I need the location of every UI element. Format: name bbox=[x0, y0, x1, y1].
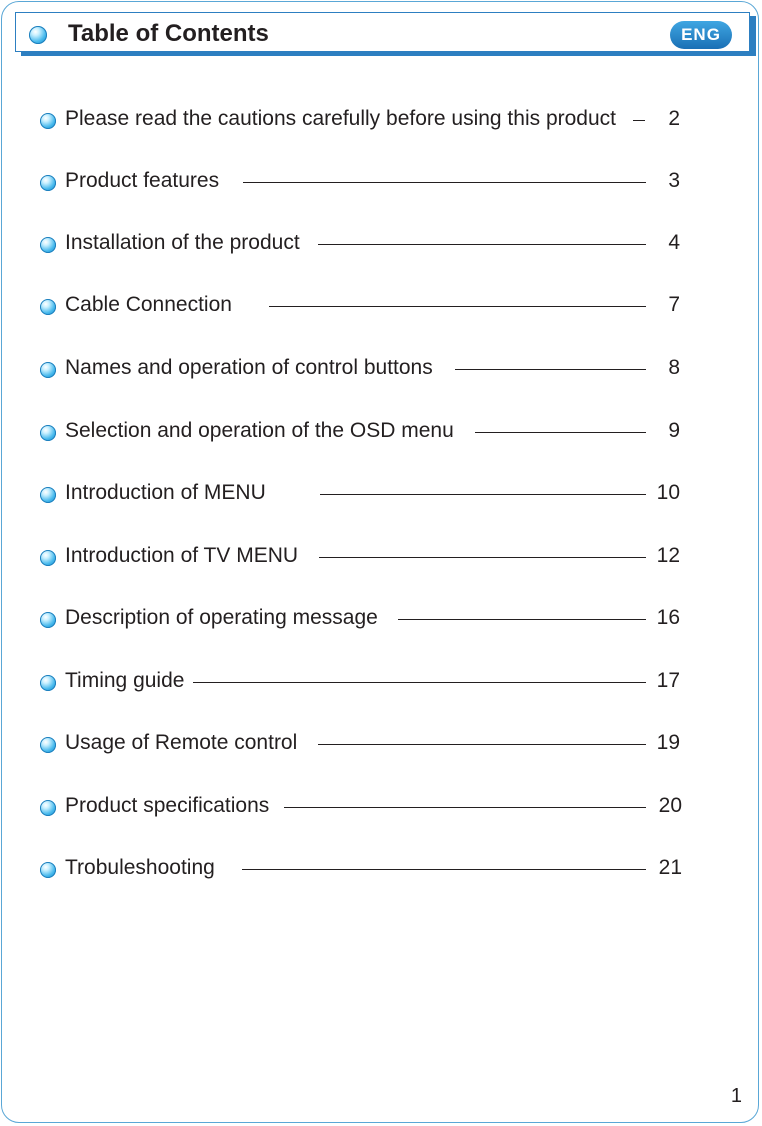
bullet-icon bbox=[40, 425, 56, 441]
bullet-icon bbox=[40, 113, 56, 129]
toc-entry-label: Description of operating message bbox=[65, 606, 378, 629]
toc-entry[interactable]: Cable Connection 7 bbox=[2, 291, 758, 321]
dotted-leader bbox=[269, 306, 646, 307]
toc-entry-page: 19 bbox=[656, 731, 680, 754]
toc-entry-label: Product specifications bbox=[65, 794, 270, 817]
dotted-leader bbox=[318, 744, 646, 745]
toc-entry[interactable]: Description of operating message 16 bbox=[2, 604, 758, 634]
toc-entry-page: 16 bbox=[656, 606, 680, 629]
bullet-icon bbox=[40, 487, 56, 503]
toc-entry-page: 2 bbox=[668, 107, 680, 130]
toc-entry[interactable]: Trobuleshooting 21 bbox=[2, 854, 758, 884]
dotted-leader bbox=[633, 120, 645, 121]
dotted-leader bbox=[284, 807, 646, 808]
dotted-leader bbox=[243, 182, 646, 183]
toc-entry[interactable]: Product features 3 bbox=[2, 167, 758, 197]
toc-entry[interactable]: Introduction of TV MENU 12 bbox=[2, 542, 758, 572]
toc-entry-label: Timing guide bbox=[65, 669, 185, 692]
header-bar: Table of Contents ENG bbox=[15, 12, 750, 52]
toc-entry[interactable]: Selection and operation of the OSD menu … bbox=[2, 417, 758, 447]
toc-entry-label: Trobuleshooting bbox=[65, 856, 215, 879]
toc-entry-label: Introduction of MENU bbox=[65, 481, 266, 504]
bullet-icon bbox=[40, 362, 56, 378]
bullet-icon bbox=[40, 550, 56, 566]
toc-entry-page: 21 bbox=[658, 856, 682, 879]
language-badge: ENG bbox=[670, 21, 732, 49]
toc-entry[interactable]: Installation of the product 4 bbox=[2, 229, 758, 259]
dotted-leader bbox=[242, 869, 646, 870]
toc-entry[interactable]: Timing guide 17 bbox=[2, 667, 758, 697]
dotted-leader bbox=[398, 619, 646, 620]
dotted-leader bbox=[193, 682, 646, 683]
toc-entry-page: 20 bbox=[658, 794, 682, 817]
toc-entry-label: Product features bbox=[65, 169, 220, 192]
bullet-icon bbox=[40, 675, 56, 691]
bullet-icon bbox=[40, 612, 56, 628]
toc-entry-label: Please read the cautions carefully befor… bbox=[65, 107, 616, 130]
bullet-icon bbox=[40, 299, 56, 315]
toc-entry-page: 12 bbox=[656, 544, 680, 567]
bullet-icon bbox=[40, 800, 56, 816]
bullet-icon bbox=[40, 737, 56, 753]
toc-entry-label: Selection and operation of the OSD menu bbox=[65, 419, 454, 442]
bullet-icon bbox=[29, 26, 47, 44]
toc-entry-label: Introduction of TV MENU bbox=[65, 544, 299, 567]
page-number: 1 bbox=[730, 1085, 742, 1107]
toc-entry-page: 4 bbox=[668, 231, 680, 254]
dotted-leader bbox=[455, 369, 646, 370]
toc-entry[interactable]: Please read the cautions carefully befor… bbox=[2, 105, 758, 135]
toc-entry-page: 8 bbox=[668, 356, 680, 379]
bullet-icon bbox=[40, 237, 56, 253]
toc-entry-page: 10 bbox=[656, 481, 680, 504]
bullet-icon bbox=[40, 175, 56, 191]
toc-entry[interactable]: Product specifications 20 bbox=[2, 792, 758, 822]
toc-entry-label: Names and operation of control buttons bbox=[65, 356, 433, 379]
toc-entry-page: 17 bbox=[656, 669, 680, 692]
toc-entry-page: 3 bbox=[668, 169, 680, 192]
dotted-leader bbox=[475, 432, 646, 433]
toc-entry[interactable]: Usage of Remote control 19 bbox=[2, 729, 758, 759]
toc-entry-page: 9 bbox=[668, 419, 680, 442]
toc-entry[interactable]: Introduction of MENU 10 bbox=[2, 479, 758, 509]
toc-entry-page: 7 bbox=[668, 293, 680, 316]
bullet-icon bbox=[40, 862, 56, 878]
toc-entry-label: Cable Connection bbox=[65, 293, 232, 316]
dotted-leader bbox=[319, 557, 646, 558]
toc-entry[interactable]: Names and operation of control buttons 8 bbox=[2, 354, 758, 384]
toc-entry-label: Installation of the product bbox=[65, 231, 300, 254]
toc-entry-label: Usage of Remote control bbox=[65, 731, 298, 754]
dotted-leader bbox=[320, 494, 646, 495]
dotted-leader bbox=[318, 244, 646, 245]
page-title: Table of Contents bbox=[68, 20, 269, 47]
